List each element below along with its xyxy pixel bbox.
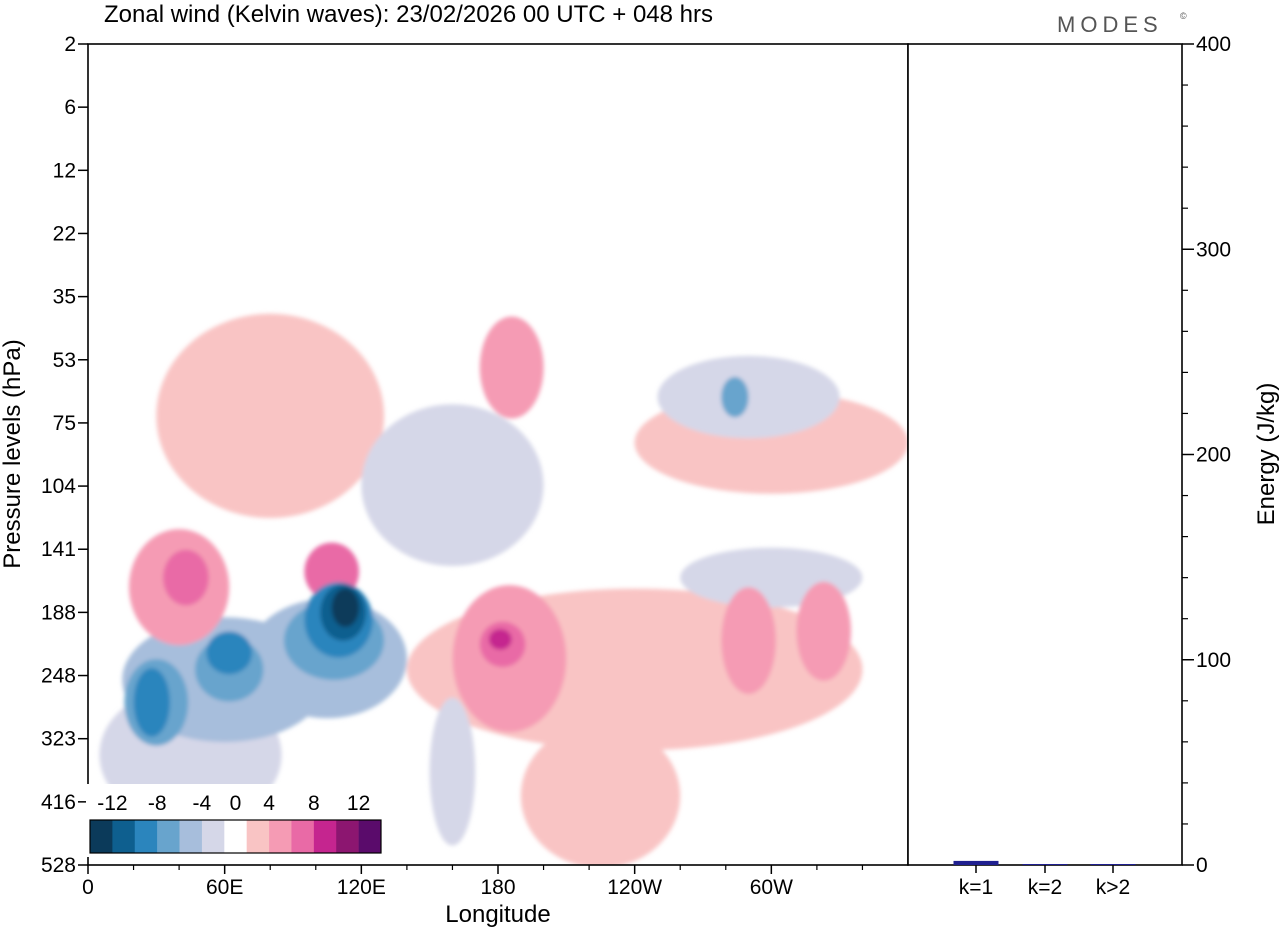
longitude-tick-label: 180 bbox=[480, 876, 515, 899]
colorbar-label: 0 bbox=[230, 792, 242, 815]
energy-bar-k=2 bbox=[1022, 864, 1068, 865]
modes-logo: MODES bbox=[1057, 12, 1163, 37]
pressure-tick-label: 141 bbox=[41, 538, 76, 561]
pressure-tick-label: 188 bbox=[41, 601, 76, 624]
wind-anomaly-positive-14 bbox=[796, 581, 851, 681]
pressure-tick-label: 248 bbox=[41, 665, 76, 688]
pressure-tick-label: 323 bbox=[41, 728, 76, 751]
hovmoller-panel bbox=[87, 43, 909, 866]
wind-anomaly-positive-26 bbox=[488, 629, 512, 650]
pressure-tick-label: 75 bbox=[53, 412, 76, 435]
energy-axis-label: Energy (J/kg) bbox=[1253, 383, 1280, 526]
pressure-tick-label: 53 bbox=[53, 349, 76, 372]
colorbar-swatch bbox=[112, 820, 136, 853]
longitude-tick-label: 120E bbox=[337, 876, 386, 899]
wind-anomaly-negative-22 bbox=[721, 376, 749, 418]
longitude-tick-label: 120W bbox=[607, 876, 662, 899]
wind-anomaly-positive-2 bbox=[520, 723, 681, 865]
energy-category-label: k>2 bbox=[1096, 876, 1130, 899]
wind-anomaly-negative-6 bbox=[361, 404, 544, 566]
colorbar-swatch bbox=[201, 820, 225, 853]
energy-axis: 0 100 200 300 400 k=1 k=2 k>2 bbox=[953, 33, 1231, 899]
longitude-axis: 0 60E 120E 180 120W 60W bbox=[82, 865, 864, 899]
pressure-tick-label: 22 bbox=[53, 222, 76, 245]
colorbar-swatch bbox=[291, 820, 315, 853]
longitude-tick-label: 60W bbox=[750, 876, 793, 899]
colorbar-label: 12 bbox=[347, 792, 370, 815]
colorbar-label: -4 bbox=[193, 792, 212, 815]
longitude-tick-label: 0 bbox=[82, 876, 94, 899]
x-axis-label: Longitude bbox=[445, 901, 550, 928]
wind-anomaly-positive-19 bbox=[163, 549, 209, 606]
pressure-tick-label: 416 bbox=[41, 791, 76, 814]
wind-anomaly-negative-28 bbox=[331, 588, 360, 627]
energy-tick-label: 100 bbox=[1196, 649, 1231, 672]
colorbar-swatch bbox=[157, 820, 180, 853]
pressure-tick-label: 104 bbox=[41, 475, 76, 498]
pressure-tick-label: 528 bbox=[41, 854, 76, 877]
colorbar-label: 4 bbox=[263, 792, 275, 815]
pressure-tick-label: 2 bbox=[64, 33, 76, 56]
energy-panel bbox=[907, 43, 1183, 866]
energy-tick-label: 0 bbox=[1196, 854, 1208, 877]
chart-title: Zonal wind (Kelvin waves): 23/02/2026 00… bbox=[104, 1, 713, 28]
pressure-axis: 2 6 12 22 35 53 75 104 141 188 248 323 416 528 bbox=[41, 33, 88, 877]
energy-category-label: k=1 bbox=[959, 876, 993, 899]
colorbar-swatch bbox=[90, 820, 113, 853]
colorbar-label: -8 bbox=[148, 792, 167, 815]
pressure-tick-label: 35 bbox=[53, 286, 76, 309]
wind-anomaly-negative-23 bbox=[133, 668, 170, 737]
energy-category-label: k=2 bbox=[1028, 876, 1062, 899]
energy-bar-k=1 bbox=[953, 860, 999, 865]
wind-anomaly-negative-24 bbox=[206, 631, 252, 675]
pressure-tick-label: 12 bbox=[53, 159, 76, 182]
colorbar-label: -12 bbox=[97, 792, 127, 815]
longitude-tick-label: 60E bbox=[206, 876, 243, 899]
colorbar-swatch bbox=[269, 820, 292, 853]
colorbar-swatch bbox=[358, 820, 382, 853]
wind-anomaly-positive-13 bbox=[721, 587, 776, 694]
colorbar-label: 8 bbox=[308, 792, 320, 815]
energy-tick-label: 400 bbox=[1196, 33, 1231, 56]
colorbar: -12 -8 -4 0 4 8 12 bbox=[86, 784, 385, 857]
energy-tick-label: 300 bbox=[1196, 238, 1231, 261]
y-axis-label: Pressure levels (hPa) bbox=[0, 339, 26, 568]
colorbar-swatch bbox=[134, 820, 158, 853]
wind-anomaly-positive-4 bbox=[156, 313, 385, 518]
colorbar-swatch bbox=[179, 820, 203, 853]
colorbar-swatch bbox=[246, 820, 270, 853]
energy-tick-label: 200 bbox=[1196, 444, 1231, 467]
wind-anomaly-negative-3 bbox=[429, 697, 476, 846]
colorbar-swatch bbox=[336, 820, 359, 853]
colorbar-swatch bbox=[224, 820, 247, 853]
colorbar-swatch bbox=[313, 820, 337, 853]
energy-bar-k>2 bbox=[1090, 864, 1136, 865]
wind-anomaly-positive-15 bbox=[479, 316, 544, 419]
modes-logo-mark: © bbox=[1180, 11, 1187, 21]
colorbar-frame bbox=[89, 819, 382, 854]
pressure-tick-label: 6 bbox=[64, 96, 76, 119]
